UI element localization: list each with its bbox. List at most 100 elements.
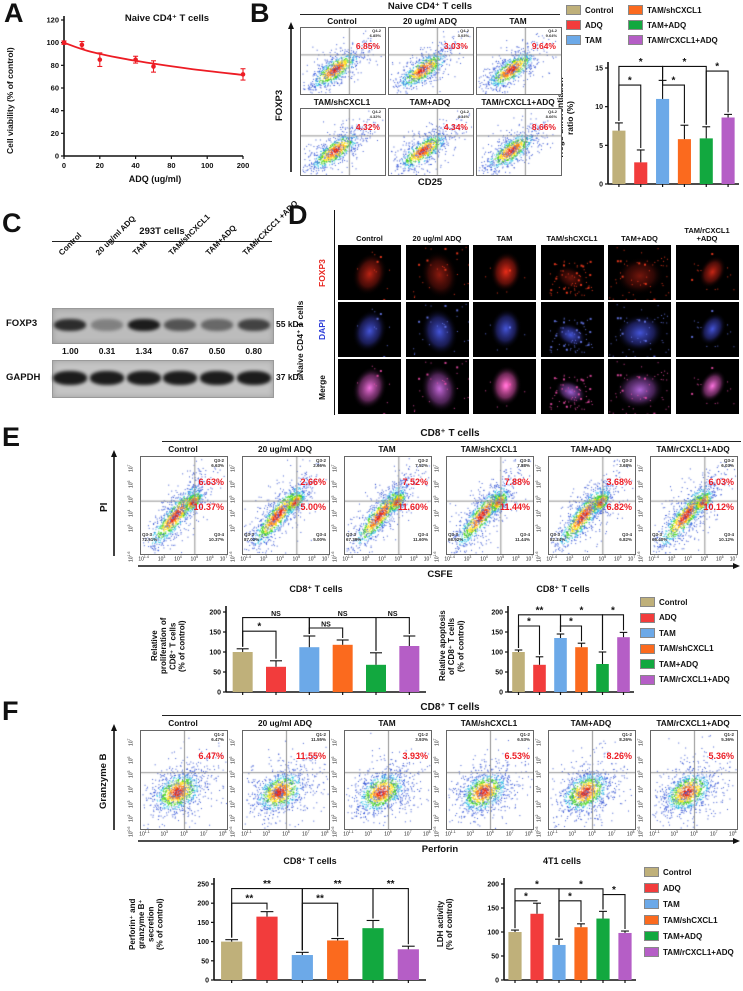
flow-dot-plot [388,108,474,176]
tick-label: 150 [197,920,209,927]
if-image [675,302,739,357]
legend-item: Control [566,4,613,16]
tick-label: 200 [237,161,250,170]
x-tick-label: 106 [614,555,622,563]
flow-plot-title: Control [168,718,198,728]
legend-swatch [644,947,659,957]
x-tick-label: 103 [466,830,474,838]
bar [596,664,609,692]
band-density-value: 0.31 [98,346,116,356]
sig-bracket [372,888,409,945]
x-tick-label: 101.4 [444,555,455,563]
x-tick-label: 103 [565,555,574,563]
legend-swatch [566,35,581,45]
bar [618,932,632,980]
legend-item: TAM/rCXCL1+ADQ [628,34,718,46]
flow-plot-title: TAM [509,16,527,26]
bar [533,664,546,692]
panel-b-flow-x-label: CD25 [417,177,443,188]
x-tick-label: 104 [276,555,284,563]
legend-item: TAM [566,34,602,46]
tick-label: 150 [209,630,221,637]
percent-label: 11.60% [397,502,428,512]
legend-label: Control [585,5,614,15]
quadrant-label: Q3-4 11.44% [514,532,530,543]
bar [699,138,713,184]
x-tick-label: 106 [308,555,316,563]
if-image [338,302,401,357]
quadrant-label: Q3-4 10.37% [208,532,224,543]
x-tick-label: 108 [626,830,635,838]
y-tick-label: 107 [127,738,135,746]
tick-label: 200 [197,901,209,908]
blot-kda-label: 37 kDa [276,372,304,382]
x-tick-label: 103 [364,830,372,838]
flow-dot-plot [446,456,534,555]
legend-swatch [640,628,655,638]
y-tick-label: 106 [229,756,237,764]
flow-dot-plot [300,27,386,95]
arrow-head [733,838,740,844]
band-density-value: 0.50 [208,346,226,356]
x-tick-label: 107 [219,555,228,563]
apoptosis-chart-title: CD8⁺ T cells [536,584,590,594]
if-image [338,359,401,414]
if-column-title: Control [356,233,383,243]
tick-label: 150 [491,630,503,637]
percent-label: 8.66% [531,122,556,132]
x-tick-label: 105 [496,555,505,563]
y-tick-label: 107 [637,738,645,746]
bar [508,932,522,980]
quadrant-label: Q3-4 10.12% [718,532,734,543]
flow-plot-title: TAM+ADQ [409,97,451,107]
legend-item: TAM/rCXCL1+ADQ [644,946,734,958]
percent-label: 6.85% [355,41,380,51]
x-tick-label: 104 [684,555,692,563]
sig-bracket [375,617,410,651]
x-tick-label: 104 [582,555,590,563]
x-tick-label: 103 [463,555,472,563]
tick-label: ** [263,879,271,890]
ldh-bar-chart: 0 50 100 150 200 * * * * * [487,878,636,985]
x-tick-label: 101.1 [139,830,150,838]
bar [512,652,525,692]
proliferation-bar-chart: 0 50 100 150 200 * NS NS NS NS [209,606,426,697]
arrow-head [111,450,117,457]
legend-item: ADQ [566,19,603,31]
y-tick-label: 107 [535,464,543,472]
data-point [61,40,67,45]
if-image [473,245,536,300]
tick-label: * [580,605,584,616]
x-tick-label: 107 [321,555,330,563]
legend-swatch [644,915,659,925]
quadrant-label: Q1-2 11.55% [310,732,326,743]
flow-plot-title: TAM [378,718,396,728]
bar [530,913,544,980]
quadrant-label: Q4-2 3.03% [457,28,469,38]
flow-dot-plot [548,730,636,830]
flow-plot-title: 20 ug/ml ADQ [257,718,313,728]
legend-label: TAM [663,899,680,909]
quadrant-label: Q4-2 4.32% [369,109,381,119]
percent-label: 6.03% [708,477,734,487]
if-image [675,245,739,300]
tick-label: 15 [595,66,603,73]
x-tick-label: 103 [262,830,270,838]
bar [617,637,630,692]
sig-bracket [662,78,685,124]
quadrant-label: Q4-2 6.85% [369,28,381,38]
legend-label: ADQ [663,883,681,893]
blot-band [126,371,161,385]
blot-protein-name: GAPDH [6,372,41,383]
bar [399,646,420,692]
band-density-value: 1.34 [135,346,152,356]
tick-label: 20 [96,161,104,170]
legend-label: TAM/shCXCL1 [659,644,714,653]
flow-plot-title: TAM/rCXCL1+ADQ [481,97,555,107]
quadrant-label: Q3-3 87.02% [244,532,260,543]
quadrant-label: Q3-2 2.66% [313,458,326,469]
legend-swatch [628,5,643,15]
panel-e-flow-x-label: CSFE [427,569,453,580]
flow-plot-title: TAM [378,444,396,454]
